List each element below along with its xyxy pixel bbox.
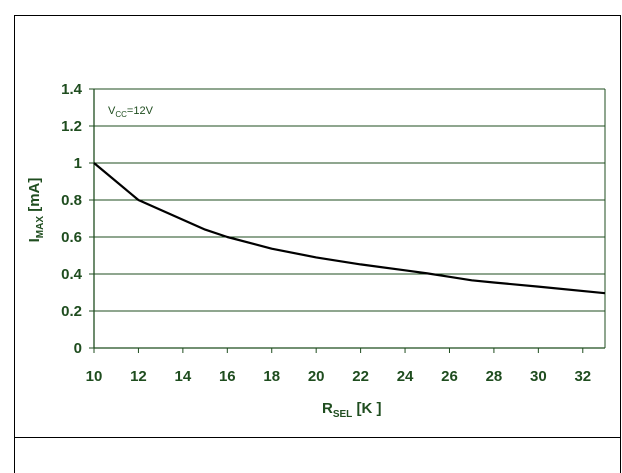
y-tick-label: 0.2 bbox=[61, 303, 82, 320]
x-tick-label: 10 bbox=[86, 368, 103, 385]
x-tick-label: 32 bbox=[574, 368, 591, 385]
x-tick-label: 26 bbox=[441, 368, 458, 385]
axes bbox=[89, 88, 605, 353]
x-tick-label: 28 bbox=[486, 368, 503, 385]
y-tick-label: 1.2 bbox=[61, 118, 82, 135]
x-tick-label: 30 bbox=[530, 368, 547, 385]
frame-divider bbox=[14, 437, 621, 438]
y-tick-label: 1.4 bbox=[61, 81, 83, 98]
x-tick-label: 18 bbox=[263, 368, 280, 385]
y-tick-label: 0.8 bbox=[61, 192, 82, 209]
x-tick-labels: 10 12 14 16 18 20 22 24 26 28 30 32 bbox=[86, 368, 591, 385]
grid-lines bbox=[94, 88, 606, 348]
x-tick-label: 14 bbox=[175, 368, 192, 385]
x-tick-label: 22 bbox=[352, 368, 369, 385]
series-layer bbox=[93, 162, 606, 295]
y-tick-label: 0 bbox=[74, 340, 82, 357]
y-axis-label: IMAX [mA] bbox=[26, 178, 46, 243]
series-line-0 bbox=[93, 162, 606, 295]
frame-top-border bbox=[14, 15, 621, 16]
x-tick-label: 24 bbox=[397, 368, 414, 385]
x-axis-label: RSEL [K ] bbox=[322, 400, 381, 420]
y-tick-label: 0.4 bbox=[61, 266, 83, 283]
y-tick-labels: 0 0.2 0.4 0.6 0.8 1 1.2 1.4 bbox=[61, 81, 83, 357]
x-tick-label: 16 bbox=[219, 368, 236, 385]
frame-right-border bbox=[620, 15, 621, 473]
y-tick-label: 0.6 bbox=[61, 229, 82, 246]
x-tick-label: 12 bbox=[130, 368, 147, 385]
frame-left-border bbox=[14, 15, 15, 473]
annotation-vcc: VCC=12V bbox=[108, 105, 154, 119]
y-tick-label: 1 bbox=[74, 155, 82, 172]
x-tick-label: 20 bbox=[308, 368, 325, 385]
